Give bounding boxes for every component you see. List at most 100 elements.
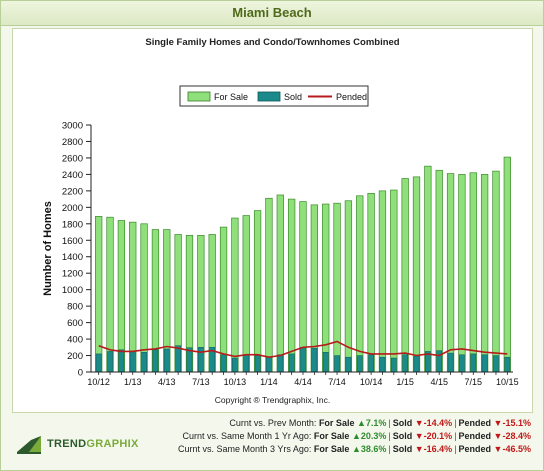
stat-for-sale-value: 20.3% — [360, 431, 387, 441]
bar-sold — [311, 347, 318, 373]
stat-for-sale-label: For Sale — [313, 431, 352, 441]
bar-sold — [390, 357, 397, 373]
divider: | — [388, 418, 391, 428]
bar-for-sale — [129, 221, 137, 373]
bar-for-sale — [480, 174, 489, 373]
bar-sold — [243, 354, 250, 373]
bar-sold — [288, 353, 295, 373]
y-tick-label: 0 — [78, 368, 83, 379]
bar-sold — [493, 355, 499, 373]
stat-pended-label: Pended — [458, 418, 494, 428]
footer: TRENDGRAPHIX Curnt vs. Prev Month: For S… — [1, 414, 543, 470]
stat-pended-label: Pended — [458, 431, 494, 441]
y-tick-label: 2000 — [62, 203, 83, 214]
y-tick-label: 2400 — [62, 170, 83, 181]
bar-for-sale — [424, 165, 432, 373]
bar-sold — [266, 356, 272, 373]
bar-sold — [254, 355, 261, 373]
y-tick-label: 800 — [67, 302, 83, 313]
bar-for-sale — [492, 170, 500, 373]
bar-sold — [379, 356, 386, 373]
y-tick-label: 200 — [67, 351, 83, 362]
y-tick-label: 1600 — [62, 236, 83, 247]
bar-for-sale — [367, 192, 375, 373]
bar-sold — [447, 352, 454, 373]
x-tick-label: 10/14 — [360, 377, 383, 387]
arrow-down-icon: ▼ — [493, 444, 503, 454]
legend-label-pended: Pended — [336, 92, 367, 102]
bar-for-sale — [458, 174, 466, 373]
divider: | — [388, 444, 391, 454]
stat-sold-label: Sold — [392, 418, 415, 428]
bar-for-sale — [288, 198, 296, 373]
bar-for-sale — [390, 189, 398, 373]
bar-sold — [413, 356, 420, 373]
divider: | — [454, 418, 457, 428]
stat-pended-value: -28.4% — [502, 431, 531, 441]
divider: | — [388, 431, 391, 441]
bar-sold — [334, 355, 340, 373]
bar-for-sale — [412, 176, 421, 373]
bar-for-sale — [231, 217, 239, 373]
x-tick-label: 7/15 — [465, 377, 483, 387]
trendgraphix-logo-icon — [17, 436, 41, 454]
y-tick-label: 2800 — [62, 137, 83, 148]
bar-for-sale — [117, 220, 126, 373]
bar-for-sale — [219, 226, 228, 373]
y-tick-label: 400 — [67, 335, 83, 346]
y-tick-label: 3000 — [62, 121, 83, 132]
y-tick-label: 2200 — [62, 186, 83, 197]
bar-for-sale — [435, 169, 443, 373]
bar-for-sale — [242, 215, 250, 373]
bar-for-sale — [469, 172, 477, 373]
legend-swatch-sold — [257, 91, 281, 102]
bar-for-sale — [356, 195, 364, 373]
arrow-down-icon: ▼ — [414, 431, 424, 441]
stat-for-sale-value: 7.1% — [365, 418, 387, 428]
arrow-up-icon: ▲ — [351, 444, 361, 454]
arrow-down-icon: ▼ — [493, 418, 503, 428]
y-tick-label: 1000 — [62, 285, 83, 296]
bar-sold — [232, 357, 238, 373]
bar-sold — [197, 347, 204, 373]
stat-label: Curnt vs. Prev Month: — [229, 418, 319, 428]
x-tick-label: 4/15 — [430, 377, 448, 387]
y-tick-label: 1200 — [62, 269, 83, 280]
stat-pended-value: -15.1% — [502, 418, 531, 428]
stat-label: Curnt vs. Same Month 1 Yr Ago: — [182, 431, 314, 441]
stat-label: Curnt vs. Same Month 3 Yrs Ago: — [178, 444, 314, 454]
line-pended — [98, 340, 508, 359]
stat-pended-value: -46.5% — [502, 444, 531, 454]
x-tick-label: 10/13 — [224, 377, 247, 387]
bar-for-sale — [265, 197, 273, 373]
stat-sold-value: -20.1% — [423, 431, 453, 441]
legend-swatch-for-sale — [187, 91, 211, 102]
copyright-note: Copyright ® Trendgraphix, Inc. — [215, 395, 330, 405]
stat-for-sale-label: For Sale — [318, 418, 357, 428]
y-tick-label: 600 — [67, 318, 83, 329]
arrow-down-icon: ▼ — [493, 431, 503, 441]
bar-sold — [300, 347, 306, 373]
bar-sold — [402, 354, 409, 373]
bar-sold — [368, 354, 374, 373]
x-tick-label: 10/15 — [496, 377, 519, 387]
x-tick-label: 1/14 — [260, 377, 278, 387]
bar-sold — [141, 351, 147, 373]
arrow-up-icon: ▲ — [356, 418, 366, 428]
bar-sold — [95, 353, 102, 373]
bar-sold — [356, 355, 363, 373]
bar-sold — [163, 348, 170, 373]
bar-for-sale — [95, 216, 103, 373]
stats-summary: Curnt vs. Prev Month: For Sale ▲7.1% | Sol… — [178, 417, 531, 456]
stat-sold-value: -14.4% — [423, 418, 453, 428]
x-tick-label: 10/12 — [87, 377, 110, 387]
chart-svg: Single Family Homes and Condo/Townhomes … — [42, 37, 519, 405]
arrow-down-icon: ▼ — [414, 418, 424, 428]
arrow-down-icon: ▼ — [414, 444, 424, 454]
bar-sold — [175, 345, 181, 373]
bar-for-sale — [276, 194, 284, 373]
bar-sold — [107, 351, 113, 373]
stat-for-sale-value: 38.6% — [360, 444, 387, 454]
stat-sold-label: Sold — [392, 431, 415, 441]
